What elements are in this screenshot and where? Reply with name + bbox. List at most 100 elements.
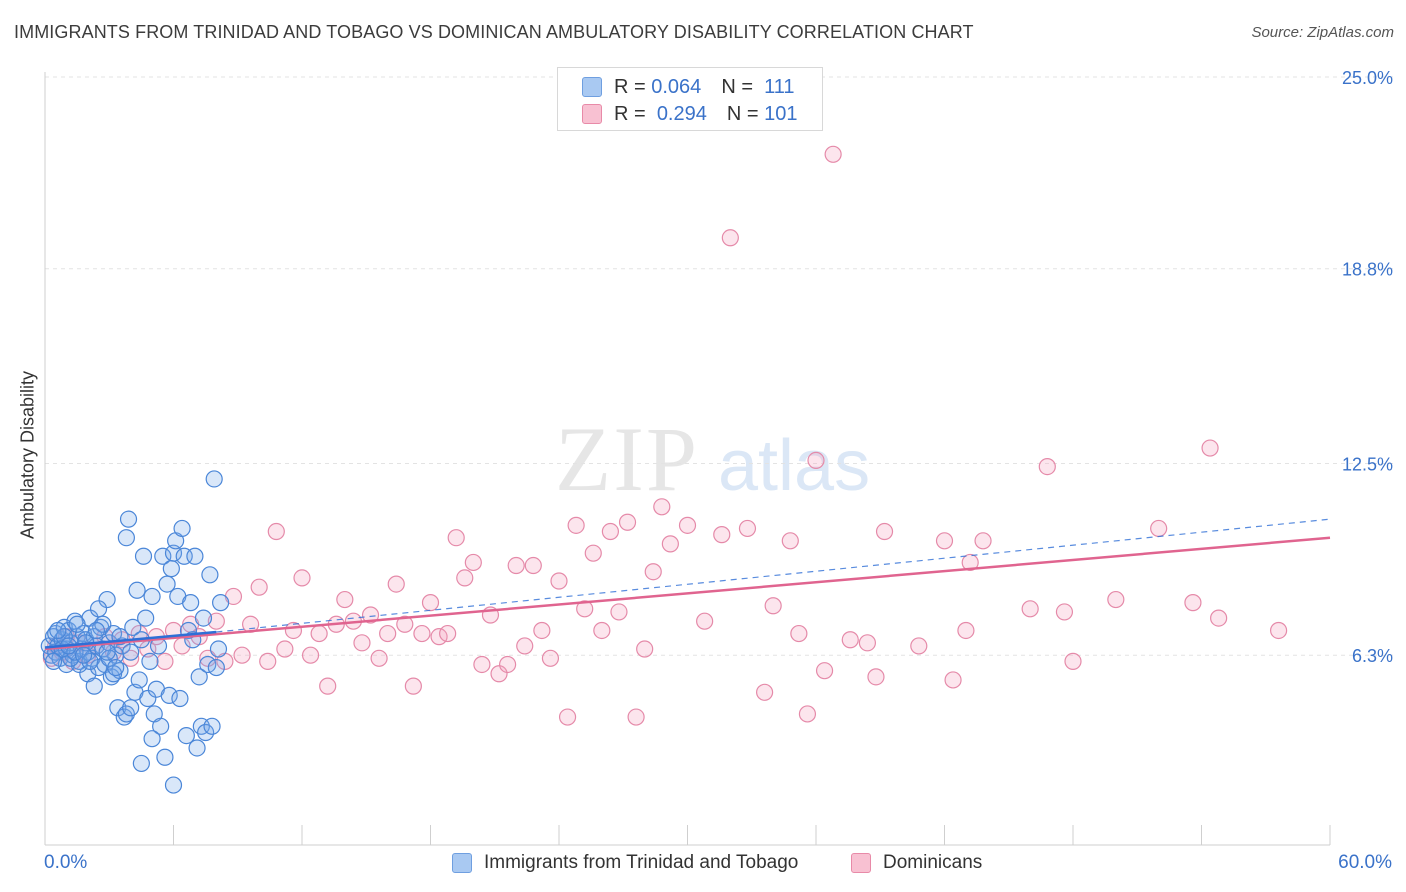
legend-r-label: R = [614, 75, 646, 98]
trinidad-point [203, 717, 221, 735]
trinidad-point [154, 547, 172, 565]
trinidad-point [139, 689, 157, 708]
trinidad-point [94, 615, 112, 633]
dominicans-point [653, 498, 671, 516]
trinidad-point [122, 643, 140, 661]
trinidad-trend-line [44, 630, 217, 649]
dominicans-point [1064, 652, 1082, 670]
dominicans-point [490, 665, 508, 683]
trinidad-point [156, 748, 174, 766]
bottom-legend-swatch-dominicans [851, 853, 871, 873]
dominicans-point [421, 594, 440, 612]
legend-swatch-trinidad [582, 77, 602, 97]
dominicans-point [576, 600, 594, 618]
dominicans-point [361, 606, 380, 624]
dominicans-point [661, 535, 679, 553]
trinidad-point [115, 708, 133, 726]
trinidad-point [119, 510, 138, 528]
dominicans-point [974, 532, 992, 550]
dominicans-point [713, 526, 731, 544]
trinidad-point [109, 699, 127, 717]
trinidad-point [107, 658, 125, 677]
trinidad-trend-dashed [216, 518, 1331, 633]
axes [44, 72, 1331, 846]
dominicans-point [396, 615, 414, 633]
y-tick-label-3: 25.0% [1342, 68, 1393, 88]
dominicans-point [867, 668, 885, 686]
legend-row-dominicans: R = 0.294 N = 101 [582, 101, 798, 127]
dominicans-point [764, 597, 782, 615]
trinidad-point [74, 646, 93, 664]
trend-lines [44, 518, 1331, 651]
trinidad-point [134, 547, 153, 565]
dominicans-point [156, 652, 174, 670]
dominicans-point [267, 522, 285, 541]
dominicans-point [353, 634, 371, 652]
trinidad-point [102, 668, 120, 686]
trinidad-point [122, 699, 140, 717]
trinidad-point [89, 600, 108, 618]
dominicans-point [233, 646, 251, 664]
dominicans-point [507, 556, 525, 575]
dominicans-point [207, 612, 225, 630]
bottom-legend-dominicans: Dominicans [851, 852, 982, 874]
x-tick-label-max: 60.0% [1338, 852, 1392, 873]
dominicans-point [935, 532, 954, 550]
dominicans-point [567, 516, 585, 534]
legend-n-label: N = [726, 102, 759, 125]
trinidad-point [85, 677, 103, 695]
dominicans-point [841, 631, 859, 649]
legend-r-label: R = [614, 102, 646, 125]
trinidad-point [132, 754, 150, 773]
dominicans-point [798, 705, 817, 723]
dominicans-point [456, 569, 474, 587]
dominicans-point [824, 145, 842, 163]
dominicans-point [1021, 600, 1039, 618]
dominicans-point [293, 569, 311, 587]
dominicans-point [678, 516, 697, 534]
dominicans-point [790, 624, 808, 643]
dominicans-point [447, 529, 465, 547]
dominicans-point [250, 578, 268, 596]
dominicans-point [584, 544, 602, 562]
trinidad-point [164, 776, 183, 794]
dominicans-point [310, 624, 328, 643]
trinidad-point [190, 668, 208, 686]
y-tick-label-0: 6.3% [1352, 646, 1393, 666]
trinidad-point [186, 547, 204, 565]
dominicans-point [593, 621, 611, 640]
dominicans-point [696, 612, 714, 630]
dominicans-point [516, 637, 534, 655]
bottom-legend-label-trinidad: Immigrants from Trinidad and Tobago [484, 852, 799, 873]
dominicans-point [627, 708, 645, 726]
trinidad-point [124, 618, 142, 636]
dominicans-point [755, 683, 774, 701]
dominicans-point [807, 451, 825, 470]
watermark-atlas: atlas [718, 426, 870, 506]
bottom-legend-trinidad: Immigrants from Trinidad and Tobago [452, 852, 798, 874]
legend-n-value: 111 [764, 75, 795, 98]
dominicans-point [1210, 609, 1228, 627]
trinidad-point [197, 723, 215, 742]
dominicans-point [944, 671, 962, 689]
y-axis-label: Ambulatory Disability [17, 370, 38, 540]
dominicans-point [259, 652, 277, 670]
chart-title: IMMIGRANTS FROM TRINIDAD AND TOBAGO VS D… [14, 22, 974, 42]
trinidad-point [209, 640, 228, 658]
watermark-zip: ZIP [555, 408, 699, 510]
dominicans-point [533, 621, 551, 640]
dominicans-point [1038, 457, 1056, 476]
dominicans-point [336, 590, 354, 609]
x-tick-label-min: 0.0% [44, 852, 88, 873]
trinidad-point [143, 730, 161, 748]
y-tick-labels: 6.3% 12.5% 18.8% 25.0% [1342, 68, 1393, 666]
trinidad-point [152, 717, 170, 735]
dominicans-point [1150, 519, 1168, 538]
dominicans-point [644, 563, 662, 581]
dominicans-point [541, 649, 560, 667]
trinidad-point [173, 519, 191, 538]
dominicans-point [413, 624, 431, 643]
dominicans-point [601, 522, 620, 541]
dominicans-point [610, 603, 628, 621]
